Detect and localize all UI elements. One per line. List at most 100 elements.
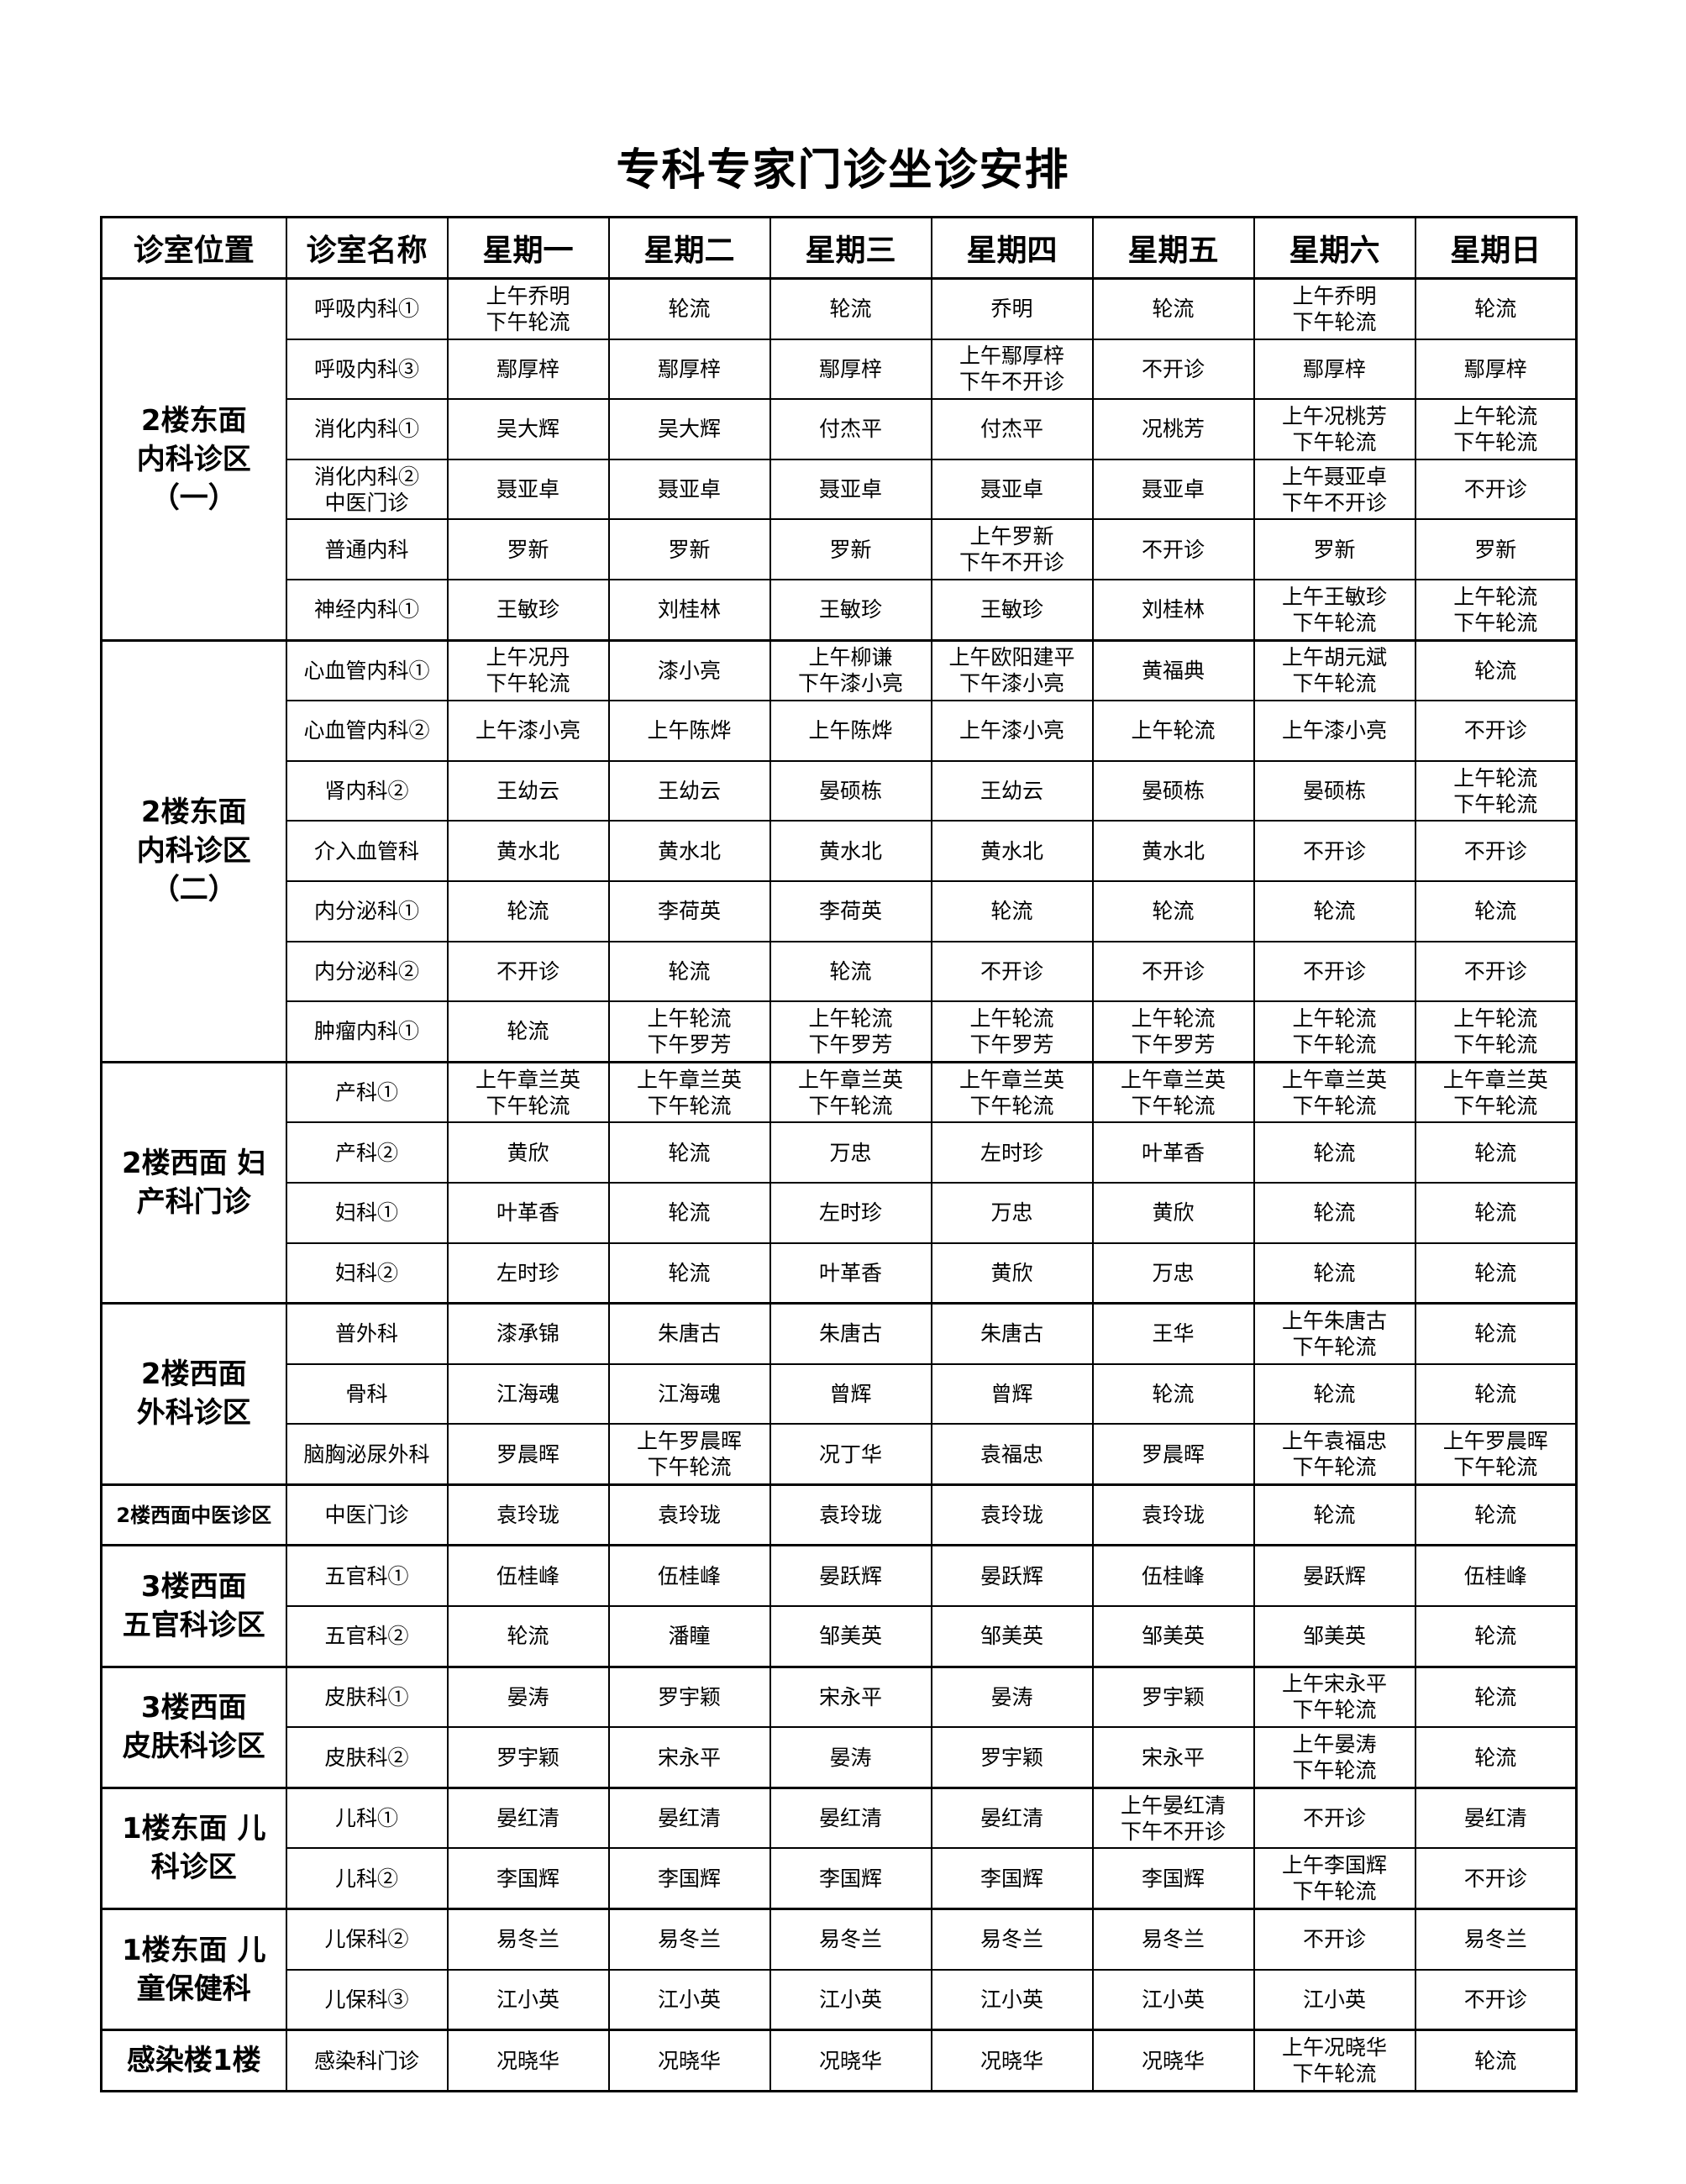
schedule-cell: 上午罗新 下午不开诊: [930, 518, 1094, 580]
schedule-cell: 上午袁福忠 下午轮流: [1253, 1423, 1416, 1486]
schedule-cell: 叶革香: [1091, 1121, 1255, 1184]
schedule-cell: 晏红清: [446, 1786, 610, 1850]
schedule-cell: 宋永平: [1091, 1726, 1255, 1789]
table-row: 骨科 江海魂 江海魂 曾辉 曾辉 轮流 轮流 轮流: [102, 1362, 1578, 1425]
schedule-cell: 晏涛: [769, 1726, 932, 1789]
schedule-cell: 上午鄢厚梓 下午不开诊: [930, 338, 1094, 401]
schedule-cell: 上午章兰英 下午轮流: [930, 1060, 1094, 1124]
schedule-cell: 黄水北: [930, 820, 1094, 882]
schedule-cell: 易冬兰: [446, 1908, 610, 1971]
schedule-cell: 轮流: [1414, 276, 1578, 340]
column-header: 诊室名称: [285, 216, 449, 280]
schedule-cell: 晏硕栋: [1091, 759, 1255, 822]
clinic-name: 心血管内科①: [285, 638, 449, 702]
schedule-cell: 上午况桃芳 下午轮流: [1253, 398, 1416, 460]
table-row: 1楼东面 儿 童保健科 儿保科② 易冬兰 易冬兰 易冬兰 易冬兰 易冬兰 不开诊 易冬兰: [100, 1908, 1578, 2031]
schedule-cell: 伍桂峰: [1091, 1544, 1255, 1608]
clinic-name: 呼吸内科①: [285, 276, 449, 340]
schedule-cell: 罗新: [607, 518, 771, 580]
table-row: 感染楼1楼 感染科门诊 况晓华 况晓华 况晓华 况晓华 况晓华 上午况晓华 下午轮流 轮流: [100, 2029, 1578, 2092]
schedule-cell: 聂亚卓: [607, 458, 771, 521]
schedule-cell: 上午漆小亮: [446, 700, 610, 762]
clinic-name: 五官科②: [285, 1605, 449, 1668]
schedule-cell: 上午柳谦 下午漆小亮: [769, 638, 932, 702]
schedule-cell: 上午轮流 下午罗芳: [1091, 1000, 1255, 1063]
schedule-cell: 晏硕栋: [769, 759, 932, 822]
schedule-cell: 上午朱唐古 下午轮流: [1253, 1302, 1416, 1365]
schedule-cell: 江小英: [769, 1968, 932, 2031]
clinic-name: 儿保科③: [285, 1968, 449, 2031]
clinic-name: 消化内科② 中医门诊: [285, 458, 449, 521]
schedule-cell: 袁玲珑: [607, 1483, 771, 1546]
schedule-cell: 万忠: [930, 1181, 1094, 1244]
schedule-cell: 袁玲珑: [930, 1483, 1094, 1546]
schedule-cell: 罗晨晖: [446, 1423, 610, 1486]
schedule-cell: 李国辉: [607, 1847, 771, 1910]
schedule-cell: 鄢厚梓: [1414, 338, 1578, 401]
schedule-cell: 乔明: [930, 276, 1094, 340]
schedule-cell: 左时珍: [446, 1242, 610, 1305]
clinic-name: 神经内科①: [285, 578, 449, 642]
column-header: 诊室位置: [100, 216, 287, 280]
schedule-cell: 袁玲珑: [769, 1483, 932, 1546]
clinic-location: 2楼东面 内科诊区 （二）: [100, 638, 287, 1063]
schedule-cell: 不开诊: [1253, 940, 1416, 1003]
table-row: 呼吸内科③ 鄢厚梓 鄢厚梓 鄢厚梓 上午鄢厚梓 下午不开诊 不开诊 鄢厚梓 鄢厚梓: [102, 338, 1578, 401]
schedule-cell: 不开诊: [1253, 1908, 1416, 1971]
schedule-cell: 朱唐古: [607, 1302, 771, 1365]
schedule-cell: 袁玲珑: [1091, 1483, 1255, 1546]
clinic-name: 皮肤科①: [285, 1665, 449, 1729]
schedule-cell: 罗宇颖: [446, 1726, 610, 1789]
schedule-cell: 上午聂亚卓 下午不开诊: [1253, 458, 1416, 521]
table-row: 消化内科① 吴大辉 吴大辉 付杰平 付杰平 况桃芳 上午况桃芳 下午轮流 上午轮流 下午轮流: [102, 398, 1578, 460]
clinic-location: 2楼西面 妇 产科门诊: [100, 1060, 287, 1305]
schedule-cell: 黄福典: [1091, 638, 1255, 702]
schedule-cell: 况桃芳: [1091, 398, 1255, 460]
column-header: 星期一: [446, 216, 610, 280]
schedule-cell: 邹美英: [930, 1605, 1094, 1668]
column-header: 星期五: [1091, 216, 1255, 280]
schedule-cell: 轮流: [1253, 1121, 1416, 1184]
clinic-location: 3楼西面 皮肤科诊区: [100, 1665, 287, 1789]
schedule-cell: 袁玲珑: [446, 1483, 610, 1546]
schedule-cell: 鄢厚梓: [607, 338, 771, 401]
schedule-cell: 不开诊: [1414, 1968, 1578, 2031]
table-row: 儿保科③ 江小英 江小英 江小英 江小英 江小英 江小英 不开诊: [102, 1968, 1578, 2031]
schedule-cell: 吴大辉: [446, 398, 610, 460]
table-row: 脑胸泌尿外科 罗晨晖 上午罗晨晖 下午轮流 况丁华 袁福忠 罗晨晖 上午袁福忠 下午轮流 上午…: [102, 1423, 1578, 1486]
schedule-cell: 袁福忠: [930, 1423, 1094, 1486]
schedule-cell: 罗新: [1253, 518, 1416, 580]
schedule-cell: 轮流: [769, 940, 932, 1003]
schedule-cell: 王敏珍: [446, 578, 610, 642]
schedule-cell: 李国辉: [769, 1847, 932, 1910]
schedule-cell: 况晓华: [930, 2029, 1094, 2092]
schedule-cell: 轮流: [1253, 879, 1416, 942]
schedule-cell: 晏硕栋: [1253, 759, 1416, 822]
schedule-cell: 罗新: [446, 518, 610, 580]
schedule-cell: 轮流: [1414, 1181, 1578, 1244]
table-row: 内分泌科① 轮流 李荷英 李荷英 轮流 轮流 轮流 轮流: [102, 879, 1578, 942]
column-header: 星期三: [769, 216, 932, 280]
schedule-cell: 不开诊: [1414, 820, 1578, 882]
schedule-cell: 轮流: [607, 1121, 771, 1184]
schedule-cell: 邹美英: [769, 1605, 932, 1668]
schedule-cell: 付杰平: [769, 398, 932, 460]
table-row: 2楼西面中医诊区 中医门诊 袁玲珑 袁玲珑 袁玲珑 袁玲珑 袁玲珑 轮流 轮流: [100, 1483, 1578, 1546]
schedule-cell: 王敏珍: [930, 578, 1094, 642]
clinic-name: 内分泌科②: [285, 940, 449, 1003]
clinic-location: 3楼西面 五官科诊区: [100, 1544, 287, 1668]
table-row: 肿瘤内科① 轮流 上午轮流 下午罗芳 上午轮流 下午罗芳 上午轮流 下午罗芳 上午轮流 下…: [102, 1000, 1578, 1063]
clinic-name: 普外科: [285, 1302, 449, 1365]
schedule-cell: 聂亚卓: [769, 458, 932, 521]
schedule-cell: 江小英: [1091, 1968, 1255, 2031]
schedule-cell: 晏涛: [446, 1665, 610, 1729]
schedule-cell: 江小英: [446, 1968, 610, 2031]
schedule-cell: 上午章兰英 下午轮流: [1091, 1060, 1255, 1124]
schedule-cell: 王幼云: [607, 759, 771, 822]
schedule-cell: 李荷英: [607, 879, 771, 942]
clinic-name: 产科①: [285, 1060, 449, 1124]
schedule-cell: 朱唐古: [930, 1302, 1094, 1365]
schedule-cell: 上午欧阳建平 下午漆小亮: [930, 638, 1094, 702]
clinic-name: 妇科②: [285, 1242, 449, 1305]
table-row: 3楼西面 五官科诊区 五官科① 伍桂峰 伍桂峰 晏跃辉 晏跃辉 伍桂峰 晏跃辉 伍桂峰: [100, 1544, 1578, 1668]
